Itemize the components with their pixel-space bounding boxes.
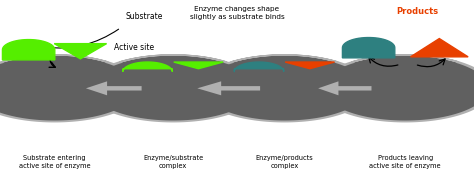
Text: Active site: Active site (114, 43, 154, 52)
Polygon shape (0, 54, 142, 122)
Text: Substrate: Substrate (126, 12, 163, 21)
Polygon shape (86, 81, 142, 95)
Polygon shape (318, 81, 372, 95)
Polygon shape (201, 56, 367, 121)
Text: Products: Products (396, 7, 438, 16)
Polygon shape (0, 56, 137, 121)
Polygon shape (285, 62, 335, 69)
Polygon shape (123, 62, 173, 72)
Polygon shape (410, 39, 468, 57)
Text: Enzyme changes shape
slightly as substrate binds: Enzyme changes shape slightly as substra… (190, 6, 284, 20)
Polygon shape (342, 38, 395, 58)
Polygon shape (85, 54, 261, 122)
Text: Enzyme/products
complex: Enzyme/products complex (255, 155, 313, 169)
Text: Enzyme/substrate
complex: Enzyme/substrate complex (143, 155, 203, 169)
Polygon shape (90, 56, 256, 121)
Polygon shape (54, 44, 107, 59)
Text: Substrate entering
active site of enzyme: Substrate entering active site of enzyme (18, 155, 91, 169)
Text: Products leaving
active site of enzyme: Products leaving active site of enzyme (369, 155, 441, 169)
Polygon shape (2, 40, 55, 60)
Polygon shape (197, 54, 372, 122)
Polygon shape (197, 81, 260, 95)
Polygon shape (318, 54, 474, 122)
Polygon shape (173, 62, 223, 69)
Polygon shape (322, 56, 474, 121)
Polygon shape (234, 62, 283, 72)
